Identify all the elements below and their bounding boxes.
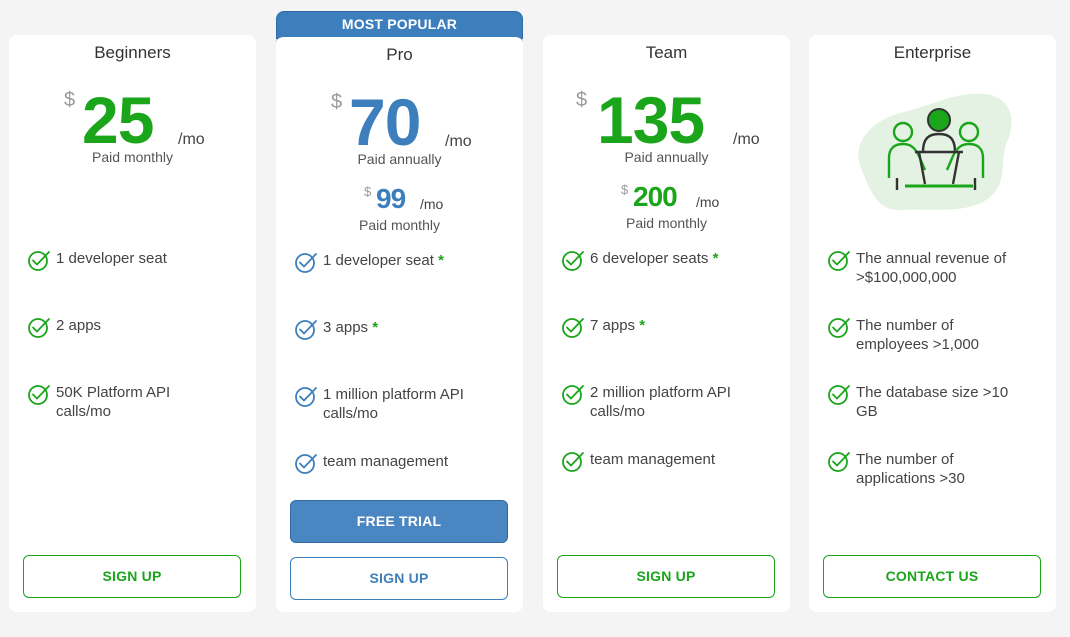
feature-text: 50K Platform API calls/mo [56, 384, 171, 420]
plan-card-pro: Pro $ 70 /mo Paid annually $ 99 /mo Paid… [276, 35, 523, 612]
feature-text: The annual revenue of >$100,000,000 [856, 250, 1007, 286]
alt-price-amount: 99 [376, 183, 406, 214]
price-note: Paid monthly [92, 149, 173, 165]
alt-price-note: Paid monthly [626, 215, 707, 231]
check-circle-icon [828, 385, 850, 405]
plan-title: Pro [386, 45, 413, 64]
check-circle-icon [28, 385, 50, 405]
check-circle-icon [295, 253, 317, 273]
feature-label: 7 apps [590, 317, 636, 334]
check-circle-icon [828, 452, 850, 472]
asterisk: * [639, 317, 646, 334]
feature-text: The number of applications >30 [856, 451, 965, 487]
price-amount: 25 [82, 83, 154, 157]
feature-text: team management [323, 453, 449, 470]
price-note: Paid annually [624, 149, 709, 165]
plan-card-team: Team $ 135 /mo Paid annually $ 200 /mo P… [543, 35, 790, 612]
price-period: /mo [445, 133, 472, 150]
check-circle-icon [295, 387, 317, 407]
price-period: /mo [733, 131, 760, 148]
sign-up-button[interactable]: SIGN UP [557, 555, 775, 598]
feature-text: 3 apps * [323, 318, 513, 337]
price-period: /mo [696, 194, 720, 210]
feature-label: 1 developer seat [323, 252, 434, 269]
sign-up-button[interactable]: SIGN UP [290, 557, 508, 600]
price-block: $ 135 /mo [543, 87, 790, 157]
check-circle-icon [828, 251, 850, 271]
feature-label: 6 developer seats [590, 250, 709, 267]
feature-text: 7 apps * [590, 316, 780, 335]
feature-text: The database size >10 GB [856, 384, 1009, 420]
plan-card-enterprise: Enterprise The annual revenue of >$100,0… [809, 35, 1056, 612]
price-block: $ 70 /mo [276, 89, 523, 159]
feature-text: The number of employees >1,000 [856, 317, 980, 353]
team-meeting-illustration [858, 93, 1012, 211]
alt-price-amount: 200 [633, 181, 678, 212]
price-period: /mo [178, 131, 205, 148]
alt-price-block: $ 200 /mo [543, 182, 790, 214]
feature-text: 6 developer seats * [590, 249, 780, 268]
feature-text: 1 developer seat * [323, 251, 513, 270]
most-popular-badge: MOST POPULAR [276, 11, 523, 39]
price-block: $ 25 /mo [9, 87, 256, 157]
plan-title: Enterprise [893, 43, 972, 62]
feature-text: team management [590, 451, 716, 468]
check-circle-icon [562, 452, 584, 472]
feature-text: 2 apps [56, 317, 102, 334]
currency-symbol: $ [331, 91, 343, 113]
check-circle-icon [562, 385, 584, 405]
check-circle-icon [828, 318, 850, 338]
alt-price-block: $ 99 /mo [276, 184, 523, 216]
free-trial-button[interactable]: FREE TRIAL [290, 500, 508, 543]
check-circle-icon [562, 251, 584, 271]
feature-text: 2 million platform API calls/mo [590, 384, 731, 420]
asterisk: * [372, 319, 379, 336]
plan-title: Beginners [94, 43, 171, 62]
plan-title: Team [645, 43, 688, 62]
sign-up-button[interactable]: SIGN UP [23, 555, 241, 598]
asterisk: * [438, 252, 444, 269]
currency-symbol: $ [64, 89, 76, 111]
price-amount: 70 [349, 85, 421, 159]
feature-text: 1 developer seat [56, 250, 167, 267]
check-circle-icon [295, 320, 317, 340]
currency-symbol: $ [576, 89, 588, 111]
feature-label: 3 apps [323, 319, 369, 336]
check-circle-icon [562, 318, 584, 338]
feature-text: 1 million platform API calls/mo [323, 386, 464, 422]
contact-us-button[interactable]: CONTACT US [823, 555, 1041, 598]
price-period: /mo [420, 196, 444, 212]
plan-card-beginners: Beginners $ 25 /mo Paid monthly 1 develo… [9, 35, 256, 612]
check-circle-icon [28, 251, 50, 271]
check-circle-icon [28, 318, 50, 338]
price-note: Paid annually [357, 151, 442, 167]
price-amount: 135 [597, 83, 705, 157]
alt-price-note: Paid monthly [359, 217, 440, 233]
asterisk: * [712, 250, 719, 267]
currency-symbol: $ [364, 184, 372, 199]
check-circle-icon [295, 454, 317, 474]
currency-symbol: $ [621, 182, 629, 197]
